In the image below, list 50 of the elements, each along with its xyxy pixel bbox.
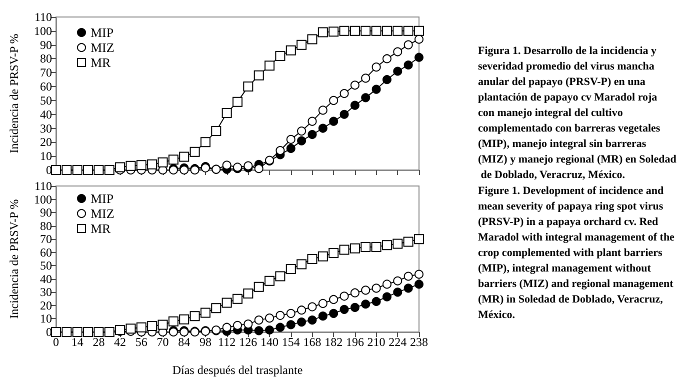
y-tick-label: 30 xyxy=(40,121,52,136)
y-tick-label: 90 xyxy=(40,206,52,220)
y-tick-label: 70 xyxy=(40,232,52,246)
x-tick-label: 14 xyxy=(71,335,84,349)
y-tick-label: 50 xyxy=(40,258,52,273)
x-tick-label: 126 xyxy=(239,335,258,349)
x-tick-label: 140 xyxy=(260,335,279,349)
x-tick-label: 224 xyxy=(388,335,407,349)
y-tick-label: 70 xyxy=(40,66,52,80)
x-tick-label: 112 xyxy=(218,335,236,349)
x-tick-label: 238 xyxy=(410,335,428,349)
x-tick-label: 28 xyxy=(92,335,105,349)
y-axis-title: Incidencia de PRSV-P % xyxy=(7,199,21,319)
y-tick-label: 100 xyxy=(34,192,52,206)
text: Figura 1. Desarrollo de la incidencia y severidad promedio del virus mancha anular del papayo (PRSV-P) en una plantación de papayo cv Maradol roja con manejo integral del cultivo complementado con barreras vegetales (MIP), manejo integral sin barreras (MIZ) y manejo regional (MR) en Soledad de Doblado, Veracruz, México. xyxy=(478,44,676,181)
x-tick-label: 56 xyxy=(135,335,148,349)
legend-label: MIP xyxy=(90,25,114,40)
y-tick-label: 10 xyxy=(40,149,52,164)
y-tick-label: 80 xyxy=(40,52,52,66)
text: Figure 1. Development of incidence and mean severity of papaya ring spot virus (PRSV-P) in a papaya orchard cv. Red Maradol with integral management of the crop complemented with plant barriers (MIP), integral management without barriers (MIZ) and regional management (MR) in Soledad de Doblado, Veracruz, México. xyxy=(478,184,674,321)
y-tick-label: 10 xyxy=(40,312,52,326)
x-tick-label: 196 xyxy=(346,335,364,349)
y-tick-label: 20 xyxy=(40,135,52,150)
y-tick-label: 50 xyxy=(40,93,52,108)
y-tick-label: 110 xyxy=(34,10,52,24)
x-tick-label: 154 xyxy=(282,335,300,349)
y-tick-label: 80 xyxy=(40,218,52,233)
y-axis-title: Incidencia de PRSV-P % xyxy=(7,34,21,154)
legend-label: MR xyxy=(90,221,112,236)
legend-label: MIP xyxy=(90,191,114,206)
legend-label: MIZ xyxy=(90,40,114,55)
x-tick-label: 84 xyxy=(178,335,190,349)
y-tick-label: 100 xyxy=(34,24,52,38)
y-tick-label: 110 xyxy=(34,179,52,193)
y-tick-label: 60 xyxy=(40,80,52,94)
legend-label: MR xyxy=(90,55,112,70)
y-tick-label: 90 xyxy=(40,38,52,52)
y-tick-label: 20 xyxy=(40,298,52,312)
y-tick-label: 40 xyxy=(40,107,52,122)
x-axis-title: Días después del trasplante xyxy=(172,363,303,377)
y-tick-label: 60 xyxy=(40,245,52,260)
x-tick-label: 168 xyxy=(303,335,322,349)
y-tick-label: 40 xyxy=(40,272,52,286)
x-tick-label: 98 xyxy=(199,335,212,349)
x-tick-label: 42 xyxy=(114,335,126,349)
x-tick-label: 70 xyxy=(156,335,169,349)
y-tick-label: 30 xyxy=(40,285,52,300)
x-tick-label: 182 xyxy=(324,335,343,349)
x-tick-label: 210 xyxy=(367,335,386,349)
legend-label: MIZ xyxy=(90,206,114,221)
